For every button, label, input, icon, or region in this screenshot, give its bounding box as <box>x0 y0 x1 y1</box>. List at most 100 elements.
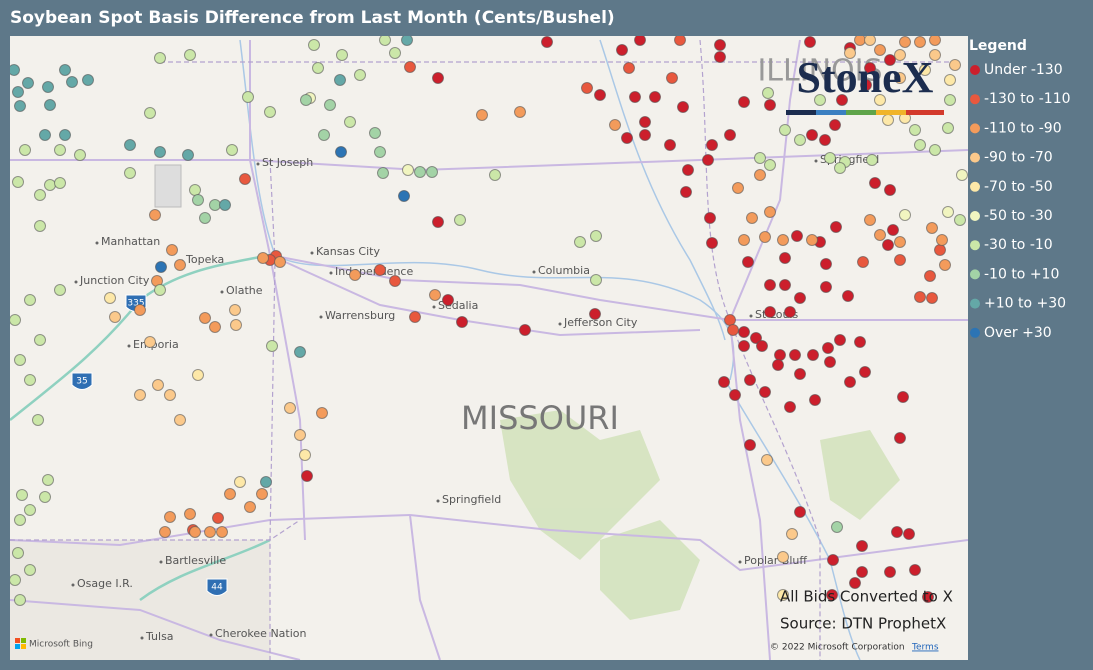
bid-marker <box>754 169 766 181</box>
bid-marker <box>860 79 872 91</box>
bid-marker <box>929 49 941 61</box>
bid-marker <box>649 91 661 103</box>
bid-marker <box>318 129 330 141</box>
bid-marker <box>894 49 906 61</box>
bid-marker <box>234 476 246 488</box>
bid-marker <box>623 62 635 74</box>
bid-marker <box>144 336 156 348</box>
bid-marker <box>777 234 789 246</box>
bid-marker <box>82 74 94 86</box>
highway-shield <box>206 578 228 596</box>
region-label: MISSOURI <box>461 399 619 437</box>
bid-marker <box>914 36 926 48</box>
place-dot <box>749 314 753 318</box>
title: Soybean Spot Basis Difference from Last … <box>10 8 615 28</box>
bid-marker <box>794 134 806 146</box>
legend-swatch <box>970 211 980 221</box>
bid-marker <box>826 589 838 601</box>
bid-marker <box>10 64 20 76</box>
place-dot <box>256 162 260 166</box>
bid-marker <box>956 169 968 181</box>
bid-marker <box>754 152 766 164</box>
bid-marker <box>616 44 628 56</box>
legend-swatch <box>970 298 980 309</box>
bid-marker <box>949 59 961 71</box>
legend-label: -30 to -10 <box>984 237 1053 253</box>
legend-label: Under -130 <box>984 62 1063 78</box>
bid-marker <box>909 564 921 576</box>
bid-marker <box>519 324 531 336</box>
bid-marker <box>154 146 166 158</box>
bid-marker <box>939 259 951 271</box>
bid-marker <box>32 414 44 426</box>
bid-marker <box>239 173 251 185</box>
bid-marker <box>184 49 196 61</box>
bid-marker <box>764 279 776 291</box>
bid-marker <box>779 279 791 291</box>
bid-marker <box>903 528 915 540</box>
place-dot <box>436 499 440 503</box>
bid-marker <box>74 149 86 161</box>
legend: Legend Under -130 -130 to -110 -110 to -90… <box>969 38 1071 341</box>
bid-marker <box>820 281 832 293</box>
bid-marker <box>590 230 602 242</box>
bid-marker <box>402 164 414 176</box>
bid-marker <box>884 54 896 66</box>
legend-label: -70 to -50 <box>984 179 1053 195</box>
legend-swatch <box>970 65 980 75</box>
bid-marker <box>301 470 313 482</box>
bid-marker <box>899 209 911 221</box>
bid-marker <box>894 72 906 84</box>
place-label: Topeka <box>185 253 224 266</box>
bid-marker <box>866 154 878 166</box>
bid-marker <box>634 36 646 46</box>
place-label: Cherokee Nation <box>215 627 307 640</box>
bid-marker <box>456 316 468 328</box>
bid-marker <box>784 401 796 413</box>
bid-marker <box>664 139 676 151</box>
bid-marker <box>822 342 834 354</box>
bid-marker <box>199 212 211 224</box>
bid-marker <box>629 91 641 103</box>
bid-marker <box>827 554 839 566</box>
bid-marker <box>514 106 526 118</box>
legend-label: Over +30 <box>984 325 1052 341</box>
bid-marker <box>204 526 216 538</box>
bid-marker <box>750 332 762 344</box>
highway-number: 35 <box>76 377 87 387</box>
legend-swatch <box>970 269 980 280</box>
bid-marker <box>774 349 786 361</box>
provider: Microsoft Bing <box>29 640 93 650</box>
bid-marker <box>791 230 803 242</box>
bid-marker <box>777 551 789 563</box>
bid-marker <box>924 270 936 282</box>
bid-marker <box>476 109 488 121</box>
bid-marker <box>104 292 116 304</box>
bid-marker <box>184 508 196 520</box>
bid-marker <box>24 294 36 306</box>
legend-label: -110 to -90 <box>984 120 1062 136</box>
place-dot <box>558 322 562 326</box>
bid-marker <box>159 526 171 538</box>
place-label: Osage I.R. <box>77 577 133 590</box>
bid-marker <box>166 244 178 256</box>
place-dot <box>310 251 314 255</box>
bid-marker <box>134 389 146 401</box>
bid-marker <box>316 407 328 419</box>
parks <box>500 410 900 620</box>
logo-stripe <box>786 110 944 115</box>
bid-marker <box>266 340 278 352</box>
place-dot <box>319 315 323 319</box>
bid-marker <box>764 206 776 218</box>
bid-marker <box>922 591 934 603</box>
legend-swatch <box>970 94 980 105</box>
terms-link[interactable]: Terms <box>911 643 939 653</box>
bid-marker <box>834 162 846 174</box>
bid-marker <box>942 122 954 134</box>
legend-label: -90 to -70 <box>984 150 1053 166</box>
bid-marker <box>14 514 26 526</box>
bid-marker <box>856 566 868 578</box>
bid-marker <box>109 311 121 323</box>
bid-marker <box>674 36 686 46</box>
bid-marker <box>154 52 166 64</box>
